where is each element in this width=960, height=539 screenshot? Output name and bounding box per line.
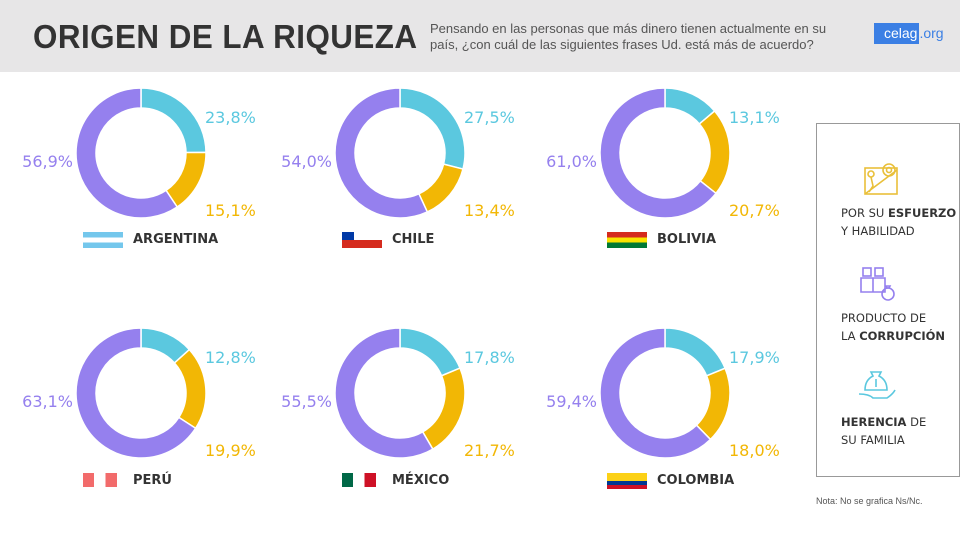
legend-item-herencia: HERENCIA DE SU FAMILIA [841, 415, 927, 447]
data-label-herencia: 13,1% [729, 108, 780, 127]
donut-segment-herencia [140, 87, 207, 154]
question-text: Pensando en las personas que más dinero … [430, 21, 827, 52]
country-name: MÉXICO [392, 473, 450, 488]
flag-icon [607, 473, 647, 489]
data-label-corrupcion: 63,1% [22, 392, 73, 411]
donut-segment-esfuerzo [173, 348, 207, 430]
donut-segment-herencia [664, 327, 727, 377]
country-name: COLOMBIA [657, 473, 735, 488]
donut-segment-corrupcion [599, 87, 718, 219]
donut-segment-corrupcion [75, 327, 197, 459]
donut-segment-corrupcion [334, 327, 434, 459]
donut-segment-esfuerzo [417, 163, 464, 213]
inheritance-hand-bag-icon [858, 371, 896, 399]
data-label-herencia: 27,5% [464, 108, 515, 127]
data-label-esfuerzo: 15,1% [205, 201, 256, 220]
donut-segment-esfuerzo [695, 367, 731, 441]
donut-segment-corrupcion [599, 327, 712, 459]
data-label-corrupcion: 54,0% [281, 152, 332, 171]
country-name: CHILE [392, 232, 435, 247]
donut-segment-corrupcion [334, 87, 429, 219]
footnote: Nota: No se grafica Ns/Nc. [816, 496, 923, 506]
data-label-corrupcion: 61,0% [546, 152, 597, 171]
data-label-esfuerzo: 18,0% [729, 441, 780, 460]
data-label-herencia: 17,8% [464, 348, 515, 367]
donut-segment-esfuerzo [421, 367, 466, 451]
data-label-esfuerzo: 20,7% [729, 201, 780, 220]
celag-logo[interactable]: celag .org [874, 23, 944, 44]
flag-icon [607, 232, 647, 248]
donut-segment-corrupcion [75, 87, 179, 219]
country-name: BOLIVIA [657, 232, 717, 247]
country-name: PERÚ [133, 473, 172, 488]
data-label-herencia: 17,9% [729, 348, 780, 367]
legend: POR SU ESFUERZO Y HABILIDAD PRODUCTO DE LA… [816, 123, 960, 477]
flag-icon [342, 473, 376, 487]
data-label-corrupcion: 55,5% [281, 392, 332, 411]
data-label-esfuerzo: 13,4% [464, 201, 515, 220]
legend-item-esfuerzo: POR SU ESFUERZO Y HABILIDAD [841, 206, 957, 238]
donut-segment-herencia [399, 87, 466, 170]
donut-charts: 23,8% 15,1% 56,9% 27,5% 13,4% 54,0% 13,1% 20,7%… [22, 87, 780, 460]
data-label-esfuerzo: 19,9% [205, 441, 256, 460]
header: ORIGEN DE LA RIQUEZA Pensando en las per… [0, 0, 960, 72]
country-name: ARGENTINA [133, 232, 219, 247]
flag-icon [83, 232, 123, 248]
corruption-money-bag-icon [860, 267, 895, 301]
flag-icon [342, 232, 382, 248]
data-label-corrupcion: 56,9% [22, 152, 73, 171]
effort-gear-icon [864, 163, 898, 195]
data-label-herencia: 12,8% [205, 348, 256, 367]
legend-item-corrupcion: PRODUCTO DE LA CORRUPCIÓN [841, 311, 946, 343]
donut-segment-herencia [399, 327, 462, 377]
data-label-corrupcion: 59,4% [546, 392, 597, 411]
donut-segment-esfuerzo [698, 109, 731, 195]
page-title: ORIGEN DE LA RIQUEZA [33, 18, 418, 55]
data-label-esfuerzo: 21,7% [464, 441, 515, 460]
data-label-herencia: 23,8% [205, 108, 256, 127]
flag-icon [83, 473, 117, 487]
